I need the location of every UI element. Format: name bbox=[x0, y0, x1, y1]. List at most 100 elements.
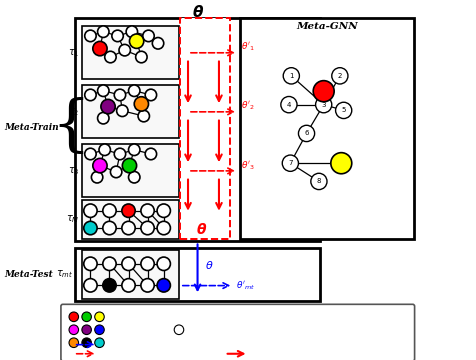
Circle shape bbox=[138, 110, 149, 122]
Circle shape bbox=[99, 144, 110, 156]
Text: $\theta'_{mt}$: $\theta'_{mt}$ bbox=[236, 279, 255, 292]
Text: $\tau_2$: $\tau_2$ bbox=[68, 106, 79, 118]
Circle shape bbox=[134, 97, 149, 111]
Circle shape bbox=[84, 204, 97, 217]
Text: 2: 2 bbox=[337, 73, 342, 79]
Circle shape bbox=[84, 279, 97, 292]
Circle shape bbox=[117, 105, 128, 117]
Circle shape bbox=[84, 221, 97, 235]
Text: {: { bbox=[51, 97, 90, 157]
Bar bbox=[82, 250, 179, 299]
Circle shape bbox=[112, 30, 123, 42]
Bar bbox=[82, 144, 179, 197]
Circle shape bbox=[91, 171, 103, 183]
Text: 4: 4 bbox=[287, 102, 291, 108]
Circle shape bbox=[126, 26, 138, 37]
Circle shape bbox=[82, 312, 91, 321]
Text: $\theta'_1$: $\theta'_1$ bbox=[241, 41, 255, 53]
Circle shape bbox=[336, 102, 352, 118]
Circle shape bbox=[82, 325, 91, 334]
Circle shape bbox=[114, 148, 126, 160]
Circle shape bbox=[145, 148, 157, 160]
Circle shape bbox=[157, 204, 170, 217]
Circle shape bbox=[95, 312, 104, 321]
Text: 7: 7 bbox=[288, 160, 293, 166]
Bar bbox=[180, 18, 230, 239]
FancyBboxPatch shape bbox=[61, 304, 415, 360]
Bar bbox=[82, 85, 179, 138]
Circle shape bbox=[141, 221, 154, 235]
Circle shape bbox=[157, 257, 170, 270]
Circle shape bbox=[331, 153, 352, 174]
Circle shape bbox=[152, 37, 164, 49]
Circle shape bbox=[85, 89, 96, 101]
Text: 8: 8 bbox=[317, 179, 321, 184]
Circle shape bbox=[103, 279, 116, 292]
Text: $\bullet$ $\bullet$ $\bullet$: $\bullet$ $\bullet$ $\bullet$ bbox=[111, 206, 136, 216]
Circle shape bbox=[141, 279, 154, 292]
Circle shape bbox=[129, 34, 144, 48]
Text: $\tau_1$: $\tau_1$ bbox=[68, 47, 79, 59]
Text: $\tau_M$: $\tau_M$ bbox=[66, 213, 79, 225]
Circle shape bbox=[122, 158, 137, 173]
Circle shape bbox=[136, 51, 147, 63]
Text: $\boldsymbol{\theta}$: $\boldsymbol{\theta}$ bbox=[196, 222, 207, 237]
Circle shape bbox=[282, 155, 298, 171]
Text: 3: 3 bbox=[321, 102, 326, 108]
Bar bbox=[75, 18, 320, 242]
Text: : SGD: : SGD bbox=[251, 349, 278, 358]
Text: : Gradient Descent: : Gradient Descent bbox=[100, 349, 186, 358]
Circle shape bbox=[311, 173, 327, 190]
Circle shape bbox=[98, 85, 109, 96]
Circle shape bbox=[174, 325, 184, 334]
Circle shape bbox=[69, 312, 79, 321]
Circle shape bbox=[95, 325, 104, 334]
Circle shape bbox=[84, 257, 97, 270]
Circle shape bbox=[313, 81, 334, 102]
Circle shape bbox=[114, 89, 126, 101]
Circle shape bbox=[145, 89, 157, 101]
Text: $\theta$: $\theta$ bbox=[205, 259, 213, 271]
Circle shape bbox=[129, 171, 140, 183]
Circle shape bbox=[95, 338, 104, 347]
Circle shape bbox=[110, 166, 122, 178]
Circle shape bbox=[129, 85, 140, 96]
Circle shape bbox=[69, 338, 79, 347]
Text: 1: 1 bbox=[289, 73, 294, 79]
Circle shape bbox=[157, 221, 170, 235]
Circle shape bbox=[281, 96, 297, 113]
Text: 5: 5 bbox=[341, 107, 346, 113]
Text: $\tau_3$: $\tau_3$ bbox=[68, 165, 79, 177]
Circle shape bbox=[122, 279, 135, 292]
Circle shape bbox=[122, 204, 135, 217]
Circle shape bbox=[98, 112, 109, 124]
Circle shape bbox=[103, 257, 116, 270]
Bar bbox=[75, 248, 320, 301]
Circle shape bbox=[141, 257, 154, 270]
Text: Meta-Train: Meta-Train bbox=[4, 123, 59, 132]
Circle shape bbox=[332, 68, 348, 84]
Circle shape bbox=[93, 41, 107, 56]
Bar bbox=[240, 18, 414, 239]
Circle shape bbox=[143, 30, 154, 42]
Circle shape bbox=[316, 96, 332, 113]
Circle shape bbox=[101, 99, 115, 114]
Text: $\tau_{mt}$: $\tau_{mt}$ bbox=[56, 269, 74, 280]
Circle shape bbox=[93, 158, 107, 173]
Circle shape bbox=[82, 338, 91, 347]
Circle shape bbox=[119, 44, 130, 56]
Text: Meta-GNN: Meta-GNN bbox=[297, 22, 358, 31]
Circle shape bbox=[129, 144, 140, 156]
Circle shape bbox=[105, 51, 116, 63]
Circle shape bbox=[283, 68, 299, 84]
Circle shape bbox=[98, 26, 109, 37]
Circle shape bbox=[85, 30, 96, 42]
Text: $\boldsymbol{\theta}$: $\boldsymbol{\theta}$ bbox=[191, 4, 204, 19]
Text: 6: 6 bbox=[304, 130, 309, 136]
Circle shape bbox=[103, 221, 116, 235]
Circle shape bbox=[298, 125, 315, 141]
Circle shape bbox=[69, 325, 79, 334]
Circle shape bbox=[157, 279, 170, 292]
Bar bbox=[82, 26, 179, 79]
Bar bbox=[82, 200, 179, 239]
